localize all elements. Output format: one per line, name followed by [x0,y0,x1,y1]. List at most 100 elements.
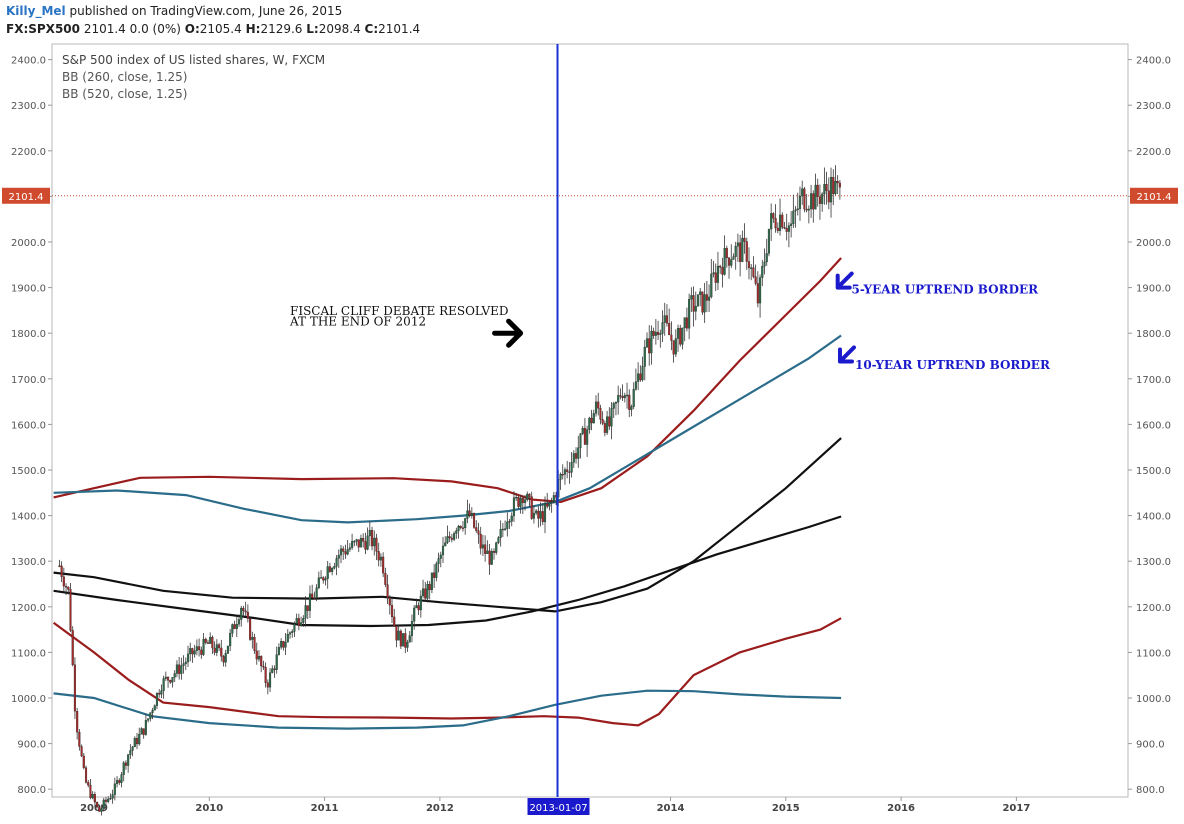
candle-body [262,665,265,668]
y-tick-label: 2200.0 [11,147,46,158]
candle-body [763,261,766,267]
candle-body [364,541,367,550]
x-tick-label: 2012 [426,803,454,814]
candle-body [89,784,92,798]
y-tick-label-right: 1600.0 [1136,420,1171,431]
arrow-icon [492,318,524,348]
candle-body [160,690,163,695]
candle-body [608,416,611,427]
candle-body [586,429,589,445]
candle-body [814,184,817,210]
y-tick-label-right: 1900.0 [1136,284,1171,295]
candle-body [825,184,828,191]
candle-body [331,568,334,572]
candle-body [823,184,826,195]
candle-body [530,496,533,519]
candle-body [597,401,600,409]
candle-body [204,638,207,643]
x-tick-label: 2017 [1002,803,1030,814]
y-tick-label-right: 2300.0 [1136,101,1171,112]
candle-body [541,511,544,523]
candle-body [559,473,562,480]
candle-body [778,214,782,231]
candle-body [315,587,318,599]
candle-body [495,542,498,553]
candle-body [459,525,462,528]
candle-body [481,544,484,549]
candle-body [754,276,757,284]
candle-body [93,794,96,803]
candle-body [266,682,269,688]
y-tick-label-right: 1400.0 [1136,512,1171,523]
candle-body [743,237,746,242]
candle-body [300,622,303,626]
candle-body [628,394,631,410]
candle-body [302,618,305,623]
candle-body [661,322,664,334]
candle-body [304,605,307,619]
candle-body [519,497,522,507]
x-tick-label: 2014 [657,803,685,814]
candle-body [102,799,105,809]
candle-body [237,619,241,625]
candle-body [406,642,409,648]
candle-body [714,272,717,283]
candle-body [745,241,748,262]
candle-body [328,566,331,572]
candle-body [390,604,394,618]
candle-body [191,648,194,655]
candle-body [506,521,509,529]
author-link[interactable]: Killy_Mel [6,4,66,18]
candle-body [550,501,553,503]
candle-body [652,330,655,336]
candle-body [78,731,81,747]
candle-body [430,572,433,591]
candle-body [147,718,150,721]
candle-body [623,395,626,399]
candle-body [783,227,786,229]
candle-body [606,416,609,433]
candle-body [785,228,788,232]
candle-body [211,636,214,649]
candle-body [523,499,527,503]
candle-body [284,641,287,648]
candle-body [109,798,112,800]
candle-body [353,541,356,543]
candle-body [812,193,815,210]
candle-body [173,673,176,678]
bollinger-band-line [53,334,842,524]
candle-body [120,774,123,783]
candle-body [685,317,688,329]
candle-body [286,634,289,643]
candle-body [275,654,278,670]
candle-body [333,566,336,569]
candle-body [441,545,445,556]
candle-body [129,750,132,755]
candle-body [195,646,198,651]
candle-body [470,513,473,516]
candle-body [282,641,285,648]
candle-body [699,291,702,295]
candle-body [796,208,799,211]
candle-body [461,527,465,529]
candle-body [681,327,684,345]
legend-indicator-1: BB (260, close, 1.25) [62,70,188,84]
y-tick-label-right: 1700.0 [1136,375,1171,386]
candle-body [712,272,715,275]
candle-body [827,190,830,203]
candle-body [344,551,347,555]
candle-body [499,529,502,538]
last-change: 2101.4 0.0 (0%) [83,22,181,36]
candle-body [371,529,374,547]
annotation-text: 10-YEAR UPTREND BORDER [855,358,1051,372]
x-tick-label: 2015 [772,803,800,814]
candle-body [464,518,467,529]
candle-body [169,680,172,683]
high-value: 2129.6 [260,22,303,36]
candle-body [537,510,540,519]
y-tick-label-right: 1300.0 [1136,557,1171,568]
candle-body [497,537,500,543]
price-chart[interactable]: 800.0 800.0 900.0 900.0 1000.0 1000.0 1100.0 11… [0,42,1184,824]
candle-body [246,611,249,619]
candle-body [794,209,797,212]
